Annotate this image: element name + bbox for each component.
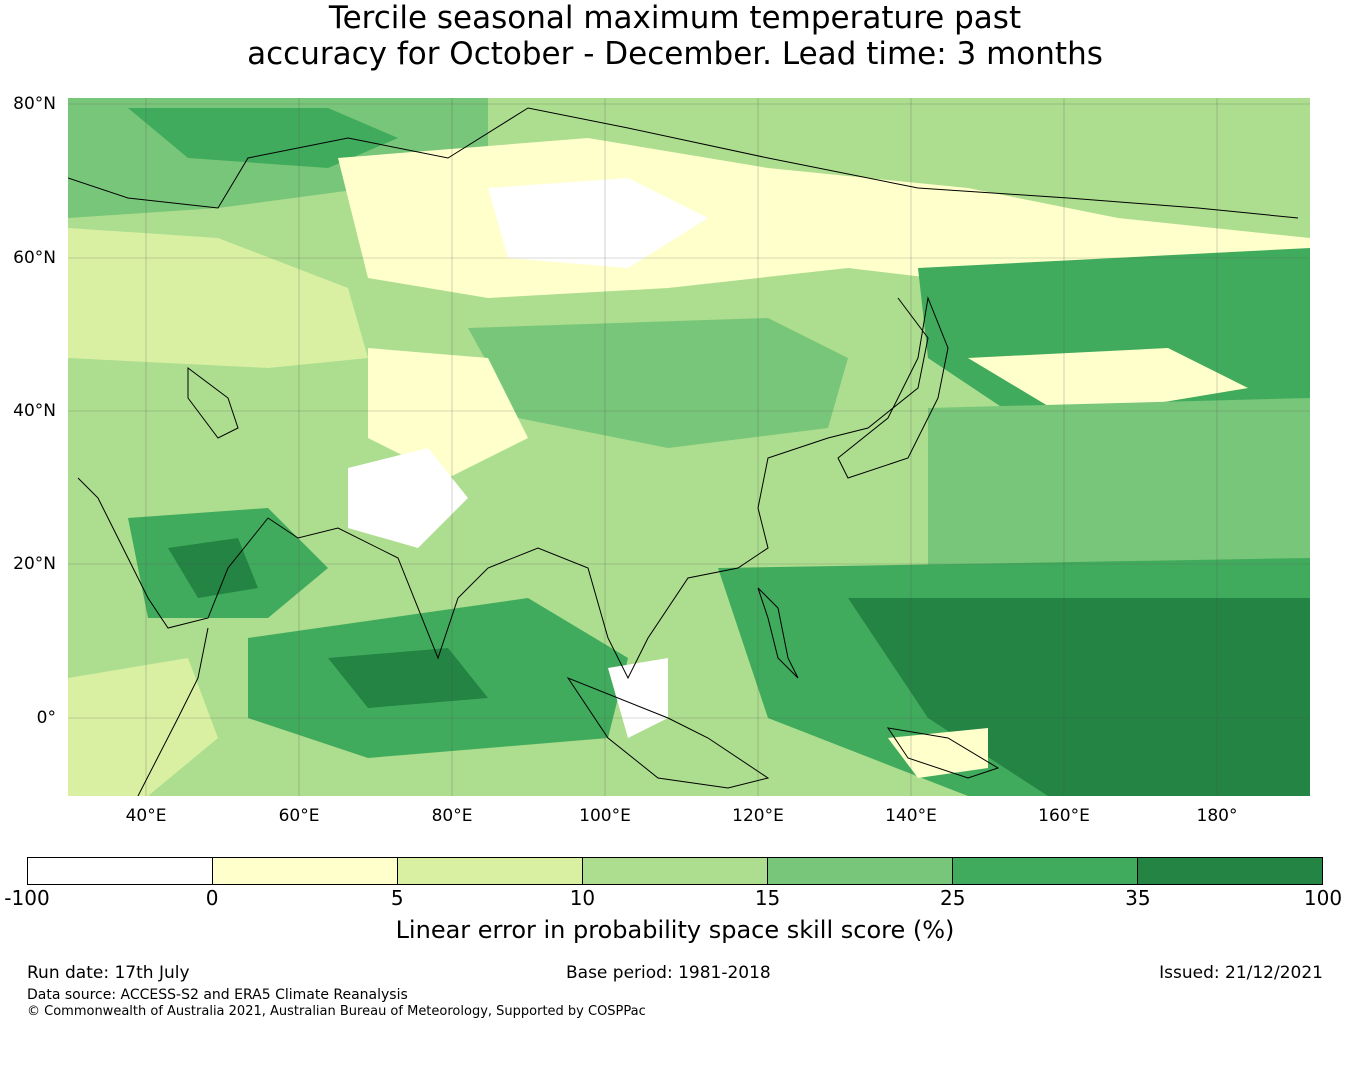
colorbar-tick-label: -100 bbox=[4, 886, 50, 910]
colorbar-segment bbox=[583, 858, 768, 884]
colorbar-label: Linear error in probability space skill … bbox=[395, 916, 955, 944]
lat-label-40n: 40°N bbox=[13, 401, 56, 421]
lat-label-20n: 20°N bbox=[13, 554, 56, 574]
lat-label-0: 0° bbox=[36, 708, 56, 728]
colorbar-tick-label: 100 bbox=[1303, 886, 1343, 910]
coastlines bbox=[68, 107, 1299, 796]
colorbar-tick-label: 10 bbox=[569, 886, 596, 910]
colorbar-tick-label: 15 bbox=[754, 886, 781, 910]
title-line-1: Tercile seasonal maximum temperature pas… bbox=[328, 0, 1022, 36]
skill-score-map bbox=[68, 98, 1310, 796]
colorbar-segment bbox=[213, 858, 398, 884]
lon-label-120e: 120°E bbox=[732, 806, 784, 826]
lon-label-140e: 140°E bbox=[885, 806, 937, 826]
map-canvas bbox=[68, 98, 1310, 796]
base-period: Base period: 1981-2018 bbox=[566, 963, 771, 983]
colorbar-tick-label: 25 bbox=[939, 886, 966, 910]
lon-label-160e: 160°E bbox=[1038, 806, 1090, 826]
lon-label-40e: 40°E bbox=[125, 806, 167, 826]
colorbar-segment bbox=[768, 858, 953, 884]
graticule bbox=[68, 98, 1310, 796]
colorbar-segment bbox=[398, 858, 583, 884]
colorbar-tick-label: 5 bbox=[390, 886, 404, 910]
colorbar-segment bbox=[28, 858, 213, 884]
data-source: Data source: ACCESS-S2 and ERA5 Climate … bbox=[27, 987, 408, 1003]
copyright: © Commonwealth of Australia 2021, Austra… bbox=[27, 1004, 646, 1019]
colorbar bbox=[27, 857, 1323, 885]
skill-regions bbox=[68, 98, 1310, 796]
lon-label-100e: 100°E bbox=[579, 806, 631, 826]
colorbar-tick-label: 0 bbox=[205, 886, 219, 910]
run-date: Run date: 17th July bbox=[27, 963, 190, 983]
lon-label-60e: 60°E bbox=[278, 806, 320, 826]
colorbar-segment bbox=[1138, 858, 1322, 884]
colorbar-segment bbox=[953, 858, 1138, 884]
lat-label-80n: 80°N bbox=[13, 94, 56, 114]
lon-label-80e: 80°E bbox=[431, 806, 473, 826]
map-title: Tercile seasonal maximum temperature pas… bbox=[0, 0, 1350, 72]
title-line-2: accuracy for October - December. Lead ti… bbox=[247, 36, 1103, 72]
lat-label-60n: 60°N bbox=[13, 248, 56, 268]
issued-date: Issued: 21/12/2021 bbox=[1159, 963, 1323, 983]
lon-label-180: 180° bbox=[1196, 806, 1238, 826]
colorbar-tick-label: 35 bbox=[1125, 886, 1151, 910]
